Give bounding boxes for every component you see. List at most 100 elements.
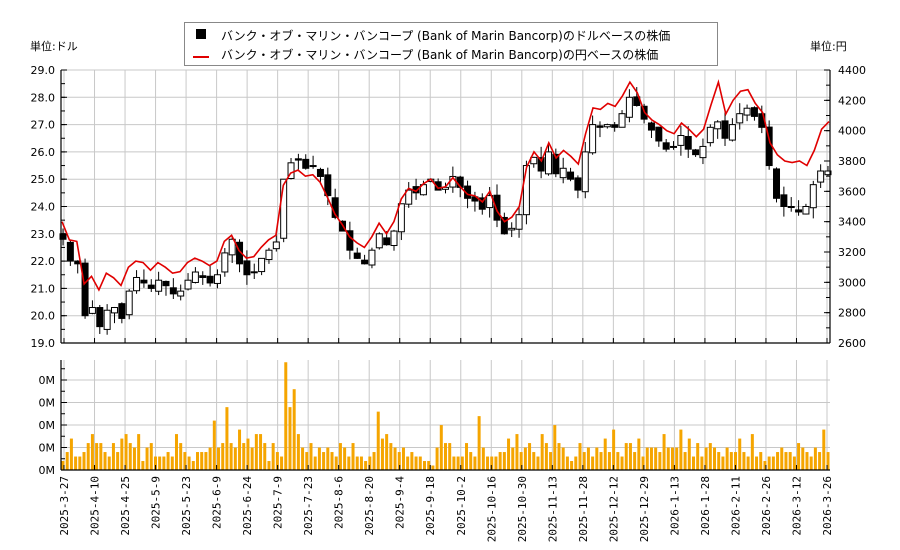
volume-bar: [431, 465, 435, 470]
volume-bar: [683, 452, 687, 470]
candle-down: [162, 280, 170, 287]
volume-bar: [187, 456, 191, 470]
candle-up: [368, 249, 376, 266]
volume-bar: [767, 456, 771, 470]
volume-bar: [502, 452, 506, 470]
candle-up: [603, 124, 611, 128]
volume-bar: [540, 434, 544, 470]
y-tick-label-left: 27.0: [31, 119, 56, 132]
volume-bar: [570, 461, 574, 470]
red-line-icon: [193, 47, 211, 61]
volume-bar: [158, 456, 162, 470]
volume-bar: [376, 411, 380, 470]
volume-bar: [486, 456, 490, 470]
x-date-label: 2025-9-4: [394, 476, 407, 529]
volume-bar: [679, 429, 683, 470]
volume-bar: [523, 447, 527, 470]
volume-bar: [401, 447, 405, 470]
x-date-label: 2026-2-11: [729, 476, 742, 536]
candle-down: [574, 177, 582, 191]
volume-bar: [465, 443, 469, 470]
volume-bar: [166, 452, 170, 470]
volume-bar: [662, 434, 666, 470]
candle-down: [552, 153, 560, 175]
volume-bar: [557, 443, 561, 470]
candle-down: [199, 275, 207, 278]
volume-bar: [507, 438, 511, 470]
volume-bar: [565, 456, 569, 470]
legend-label-jpy: バンク・オブ・マリン・バンコープ (Bank of Marin Bancorp)…: [221, 47, 659, 62]
candle-down: [773, 168, 781, 199]
volume-bar: [528, 443, 532, 470]
volume-y-label: 0M: [39, 397, 56, 410]
volume-bar: [422, 461, 426, 470]
volume-bar: [515, 434, 519, 470]
volume-bar: [700, 456, 704, 470]
candle-up: [522, 165, 530, 216]
volume-bar: [473, 456, 477, 470]
y-tick-label-right: 3200: [838, 246, 866, 259]
y-tick-label-right: 4000: [838, 125, 866, 138]
volume-bar: [544, 443, 548, 470]
candle-down: [780, 194, 788, 208]
candle-up: [265, 249, 273, 261]
volume-bar: [414, 456, 418, 470]
volume-bar: [704, 447, 708, 470]
x-date-label: 2025-5-9: [150, 476, 163, 529]
volume-bar: [393, 447, 397, 470]
candle-up: [258, 257, 266, 273]
x-date-label: 2025-10-30: [516, 476, 529, 542]
y-tick-label-right: 2600: [838, 337, 866, 350]
volume-bar: [351, 443, 355, 470]
candle-down: [383, 237, 391, 246]
candle-up: [809, 184, 817, 209]
volume-bar: [217, 447, 221, 470]
volume-bar: [826, 452, 830, 470]
volume-bar: [338, 443, 342, 470]
x-date-label: 2025-8-6: [333, 476, 346, 529]
volume-bar: [519, 452, 523, 470]
candle-down: [611, 124, 619, 128]
x-date-label: 2025-6-24: [241, 476, 254, 536]
candle-down: [302, 158, 310, 169]
volume-bar: [658, 452, 662, 470]
volume-bar: [99, 443, 103, 470]
candle-down: [59, 233, 67, 240]
x-date-label: 2025-9-18: [424, 476, 437, 536]
volume-bar: [553, 425, 557, 470]
y-tick-label-right: 3000: [838, 276, 866, 289]
candle-up: [625, 96, 633, 118]
candle-up: [390, 230, 398, 247]
volume-bar: [645, 447, 649, 470]
volume-bar: [267, 461, 271, 470]
volume-bar: [385, 434, 389, 470]
yen-price-line: [61, 79, 830, 292]
candle-up: [508, 227, 516, 231]
y-tick-label-left: 25.0: [31, 173, 56, 186]
volume-y-label: 0M: [39, 464, 56, 477]
volume-bar: [599, 452, 603, 470]
candle-up: [515, 214, 523, 230]
candle-down: [250, 271, 258, 274]
candle-down: [206, 275, 214, 284]
volume-bar: [368, 456, 372, 470]
volume-bar: [317, 447, 321, 470]
volume-bar: [221, 443, 225, 470]
x-date-label: 2025-4-10: [89, 476, 102, 536]
volume-bar: [435, 447, 439, 470]
y-tick-label-right: 3800: [838, 155, 866, 168]
y-tick-label-left: 23.0: [31, 228, 56, 241]
volume-bar: [511, 447, 515, 470]
volume-bar: [141, 461, 145, 470]
volume-bar: [242, 443, 246, 470]
legend-label-usd: バンク・オブ・マリン・バンコープ (Bank of Marin Bancorp)…: [221, 28, 671, 43]
volume-bar: [200, 452, 204, 470]
volume-bar: [469, 452, 473, 470]
candle-up: [103, 309, 111, 330]
candle-up: [133, 276, 141, 292]
x-date-label: 2025-5-23: [180, 476, 193, 536]
volume-bar: [729, 452, 733, 470]
volume-bar: [410, 452, 414, 470]
volume-bar: [780, 447, 784, 470]
x-date-label: 2025-10-16: [485, 476, 498, 542]
